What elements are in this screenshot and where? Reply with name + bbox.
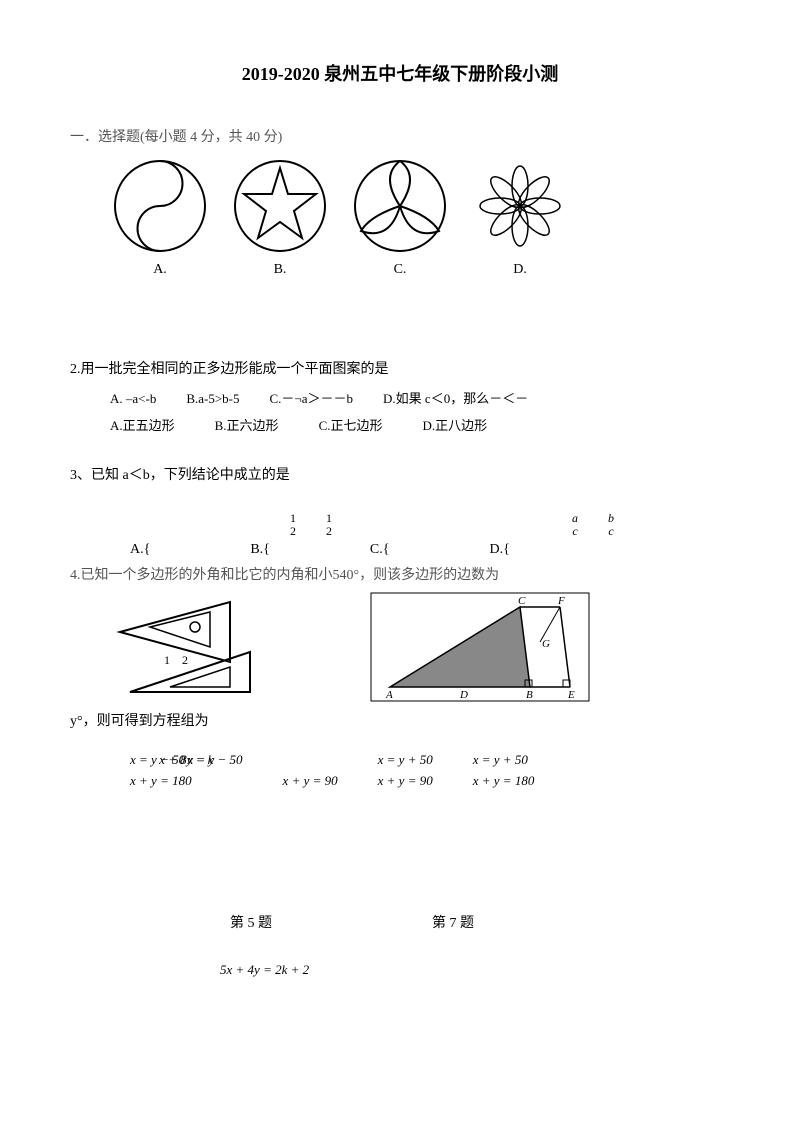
q3-opt-d: D.{ [489,542,509,558]
eq-3a: x = y + 50 [378,750,433,771]
q3-opt-a: A.{ [130,542,150,558]
question-2: 2.用一批完全相同的正多边形能成一个平面图案的是 [70,358,730,378]
eq-col-2: x + y = 90 [283,750,338,792]
svg-text:D: D [459,689,468,701]
figure-label-b: B. [230,262,330,278]
q3-opt-b: B.{ [250,542,270,558]
q2-opt-b2: B.正六边形 [215,415,279,434]
q2-opt-d1: D.如果 c＜0，那么－＜－ [383,388,528,407]
figure-captions: 第 5 题 第 7 题 [230,912,730,932]
q2-options-line1: A. –a<-b B.a-5>b-5 C.－¬a＞－－b D.如果 c＜0，那么… [110,388,730,407]
q2-opt-b1: B.a-5>b-5 [186,391,239,407]
q2-opt-d2: D.正八边形 [422,415,487,434]
eq-2a: x + y = 180 [130,771,243,792]
figure-label-a: A. [110,262,210,278]
section-header: 一．选择题(每小题 4 分，共 40 分) [70,126,730,146]
q3-opt-c: C.{ [370,542,390,558]
svg-text:C: C [518,595,526,607]
frac-3: ac [572,512,578,538]
svg-text:2: 2 [182,653,188,667]
shaded-triangle-icon: C F G A D B E [370,592,590,702]
equation-options: x = y − 50 x + 8y = k x = y − 50 x + y =… [130,750,730,792]
eq-2b: x + y = 90 [283,771,338,792]
frac-2: 12 [326,512,332,538]
question-4: 4.已知一个多边形的外角和比它的内角和小540°，则该多边形的边数为 [70,564,730,584]
svg-text:1: 1 [164,653,170,667]
q2-opt-c1: C.－¬a＞－－b [270,388,354,407]
frac-den: c [572,525,577,538]
geometry-figures-row: 1 2 C F G A D B E [110,592,730,702]
flower-icon [470,156,570,256]
frac-den: 2 [290,525,296,538]
figure-option-c: C. [350,156,450,278]
q2-opt-c2: C.正七边形 [319,415,383,434]
svg-text:E: E [567,689,575,701]
triangle-rulers-icon: 1 2 [110,592,290,702]
figure-label-d: D. [470,262,570,278]
figure-options-row: A. B. C. D. [110,156,730,278]
q5-fragment: y°，则可得到方程组为 [70,710,730,730]
svg-text:F: F [557,595,565,607]
figure-option-b: B. [230,156,330,278]
page-title: 2019-2020 泉州五中七年级下册阶段小测 [70,60,730,86]
question-3: 3、已知 a＜b，下列结论中成立的是 [70,464,730,484]
q2-opt-a1: A. –a<-b [110,391,156,407]
figure-option-d: D. [470,156,570,278]
q3-fractions-row: 12 12 ac bc [290,512,730,538]
eq-col-4: x = y + 50 x + y = 180 [473,750,535,792]
eq-col-3: x = y + 50 x + y = 90 [378,750,433,792]
caption-5: 第 5 题 [230,912,272,932]
frac-1: 12 [290,512,296,538]
caption-7: 第 7 题 [432,912,474,932]
figure-option-a: A. [110,156,210,278]
eq-1c: x = y − 50 [187,750,242,771]
figure-label-c: C. [350,262,450,278]
petal-circle-icon [350,156,450,256]
svg-text:G: G [542,638,550,650]
eq-col-1: x = y − 50 x + 8y = k x = y − 50 x + y =… [130,750,243,792]
q2-opt-a2: A.正五边形 [110,415,175,434]
frac-4: bc [608,512,614,538]
svg-text:A: A [385,689,393,701]
q3-options: A.{ B.{ C.{ D.{ [130,542,730,558]
eq-4a: x = y + 50 [473,750,535,771]
frac-den: c [608,525,613,538]
yinyang-icon [110,156,210,256]
eq-3b: x + y = 90 [378,771,433,792]
last-equation: 5x + 4y = 2k + 2 [220,962,730,978]
star-circle-icon [230,156,330,256]
svg-text:B: B [526,689,533,701]
eq-4b: x + y = 180 [473,771,535,792]
frac-den: 2 [326,525,332,538]
q2-options-line2: A.正五边形 B.正六边形 C.正七边形 D.正八边形 [110,415,730,434]
